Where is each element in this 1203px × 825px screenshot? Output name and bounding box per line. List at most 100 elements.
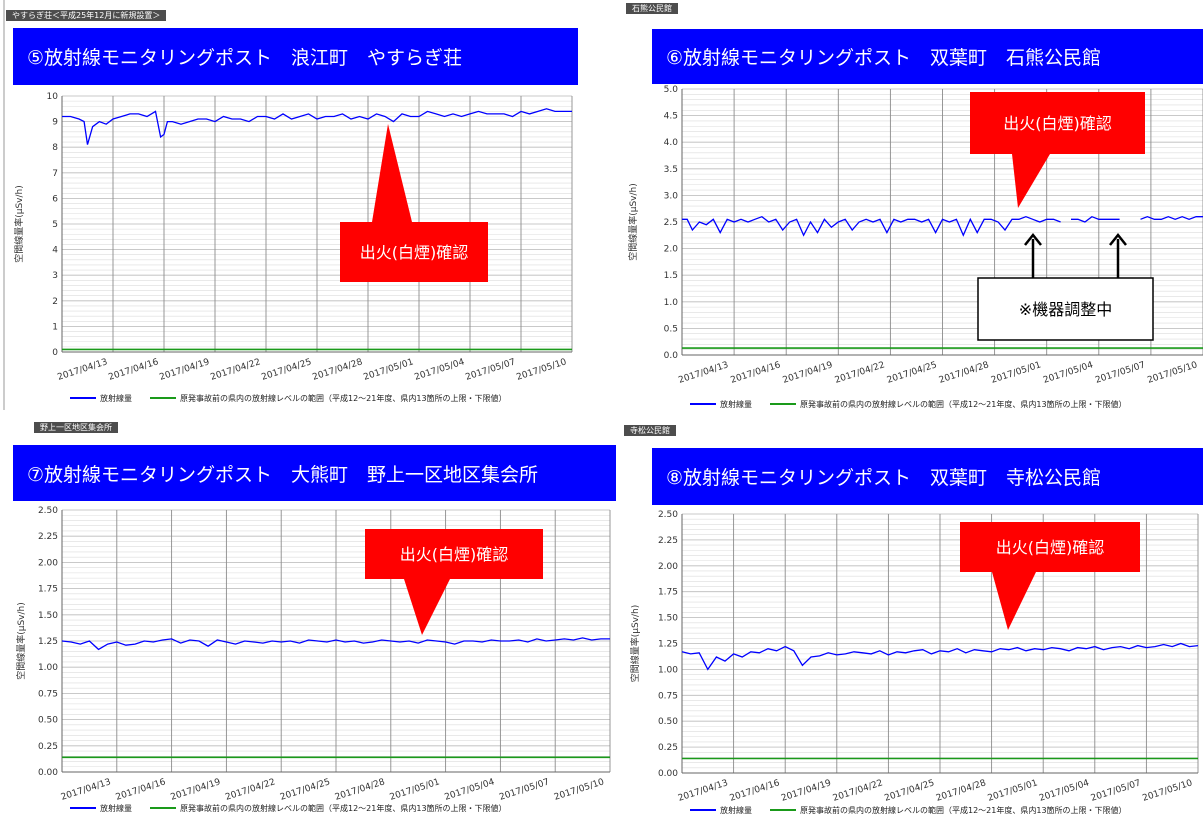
- y-tick-label: 6: [52, 194, 58, 204]
- y-tick-label: 10: [47, 92, 59, 102]
- x-tick-label: 2017/05/01: [990, 360, 1042, 386]
- x-tick-label: 2017/04/13: [677, 778, 729, 804]
- series-line: [682, 215, 1203, 237]
- x-tick-label: 2017/04/25: [886, 360, 938, 386]
- x-tick-label: 2017/04/16: [107, 357, 160, 383]
- y-tick-label: 5.0: [664, 85, 679, 95]
- x-tick-label: 2017/04/28: [334, 777, 387, 803]
- callout-box: [340, 222, 488, 282]
- y-tick-label: 2.25: [38, 532, 58, 542]
- x-tick-label: 2017/04/13: [677, 360, 729, 386]
- x-tick-label: 2017/05/10: [1141, 778, 1194, 804]
- legend-series-label: 放射線量: [720, 805, 752, 815]
- x-tick-label: 2017/04/16: [729, 778, 782, 804]
- x-tick-label: 2017/05/01: [362, 357, 414, 383]
- panel-divider: [3, 0, 5, 410]
- x-tick-label: 2017/04/22: [224, 777, 276, 803]
- y-tick-label: 0.00: [38, 768, 58, 778]
- y-tick-label: 3.0: [664, 191, 679, 201]
- y-tick-label: 3.5: [664, 165, 678, 175]
- callout-text: 出火(白煙)確認: [1003, 114, 1112, 133]
- callout-box: [365, 529, 543, 579]
- station-tag: やすらぎ荘＜平成25年12月に新規設置＞: [6, 10, 167, 21]
- callout-box: [960, 522, 1140, 572]
- series-line: [681, 642, 1199, 671]
- y-axis-label: 空間線量率(μSv/h): [15, 602, 27, 680]
- x-tick-label: 2017/05/04: [413, 357, 466, 383]
- legend-range-label: 原発事故前の県内の放射線レベルの範囲（平成12～21年度、県内13箇所の上限・下…: [180, 393, 507, 403]
- y-tick-label: 4.0: [664, 138, 679, 148]
- y-tick-label: 0.0: [664, 351, 679, 361]
- x-tick-label: 2017/04/13: [56, 357, 108, 383]
- callout-text: 出火(白煙)確認: [360, 243, 469, 262]
- x-tick-label: 2017/04/19: [780, 778, 833, 804]
- y-tick-label: 0.25: [38, 742, 58, 752]
- banner-title: ⑧放射線モニタリングポスト 双葉町 寺松公民館: [652, 448, 1203, 505]
- y-tick-label: 0.50: [38, 716, 58, 726]
- note-text: ※機器調整中: [1019, 300, 1112, 319]
- note-arrow-head: [1024, 232, 1042, 246]
- y-tick-label: 0.75: [658, 691, 678, 701]
- y-tick-label: 2.0: [664, 245, 679, 255]
- y-tick-label: 3: [52, 271, 58, 281]
- x-tick-label: 2017/05/10: [553, 777, 606, 803]
- x-tick-label: 2017/05/07: [1090, 778, 1142, 804]
- x-tick-label: 2017/04/22: [209, 357, 261, 383]
- y-tick-label: 0.5: [664, 324, 678, 334]
- panel-5: やすらぎ荘＜平成25年12月に新規設置＞ ⑤放射線モニタリングポスト 浪江町 や…: [0, 0, 600, 412]
- panel-6: 石熊公民館 ⑥放射線モニタリングポスト 双葉町 石熊公民館 0.0 0.5 1.0 1…: [620, 0, 1203, 412]
- banner-title: ⑤放射線モニタリングポスト 浪江町 やすらぎ荘: [13, 28, 578, 85]
- x-tick-label: 2017/04/19: [169, 777, 222, 803]
- x-tick-label: 2017/04/25: [883, 778, 935, 804]
- series-line: [61, 637, 610, 651]
- x-tick-label: 2017/05/01: [987, 778, 1039, 804]
- y-tick-label: 2.50: [658, 510, 678, 520]
- callout-pointer: [992, 572, 1036, 630]
- callout-pointer: [372, 124, 412, 222]
- y-tick-label: 4.5: [664, 112, 678, 122]
- y-tick-label: 1.50: [38, 611, 58, 621]
- y-tick-label: 1: [52, 322, 58, 332]
- callout-pointer: [1012, 154, 1050, 208]
- y-tick-label: 1.00: [38, 663, 58, 673]
- note-arrow-head: [1109, 232, 1127, 246]
- x-tick-label: 2017/04/22: [832, 778, 884, 804]
- x-tick-label: 2017/05/07: [1094, 360, 1146, 386]
- legend-series-label: 放射線量: [100, 803, 132, 813]
- y-tick-label: 1.25: [658, 640, 678, 650]
- x-tick-label: 2017/04/25: [279, 777, 331, 803]
- legend-range-label: 原発事故前の県内の放射線レベルの範囲（平成12～21年度、県内13箇所の上限・下…: [180, 803, 507, 813]
- y-tick-label: 0.50: [658, 717, 678, 727]
- panel-7: 野上一区地区集会所 ⑦放射線モニタリングポスト 大熊町 野上一区地区集会所 0.…: [0, 412, 620, 825]
- y-tick-label: 1.25: [38, 637, 58, 647]
- y-tick-label: 1.5: [664, 271, 678, 281]
- x-tick-label: 2017/04/16: [729, 360, 782, 386]
- x-tick-label: 2017/05/10: [515, 357, 568, 383]
- x-tick-label: 2017/04/28: [938, 360, 991, 386]
- x-tick-label: 2017/04/16: [115, 777, 168, 803]
- x-tick-label: 2017/05/01: [389, 777, 441, 803]
- y-tick-label: 9: [52, 118, 58, 128]
- x-tick-label: 2017/04/28: [935, 778, 988, 804]
- y-tick-label: 1.00: [658, 665, 678, 675]
- legend-range-label: 原発事故前の県内の放射線レベルの範囲（平成12～21年度、県内13箇所の上限・下…: [800, 805, 1127, 815]
- x-tick-label: 2017/04/19: [782, 360, 835, 386]
- x-tick-label: 2017/04/22: [834, 360, 886, 386]
- y-tick-label: 2.50: [38, 506, 58, 516]
- x-tick-label: 2017/05/07: [498, 777, 550, 803]
- callout-box: [970, 92, 1145, 154]
- legend-series-label: 放射線量: [720, 399, 752, 409]
- y-tick-label: 0: [52, 348, 58, 358]
- y-tick-label: 8: [52, 143, 58, 153]
- y-tick-label: 7: [52, 169, 58, 179]
- y-tick-label: 2.5: [664, 218, 678, 228]
- y-tick-label: 0.25: [658, 743, 678, 753]
- panel-8: 寺松公民館 ⑧放射線モニタリングポスト 双葉町 寺松公民館 0.00 0.25 0.…: [620, 412, 1203, 825]
- y-tick-label: 2: [52, 297, 58, 307]
- y-tick-label: 2.00: [38, 558, 58, 568]
- legend-range-label: 原発事故前の県内の放射線レベルの範囲（平成12～21年度、県内13箇所の上限・下…: [800, 399, 1127, 409]
- x-tick-label: 2017/04/28: [311, 357, 364, 383]
- banner-title: ⑥放射線モニタリングポスト 双葉町 石熊公民館: [652, 29, 1203, 84]
- station-tag: 石熊公民館: [626, 3, 678, 14]
- series-line: [62, 108, 572, 145]
